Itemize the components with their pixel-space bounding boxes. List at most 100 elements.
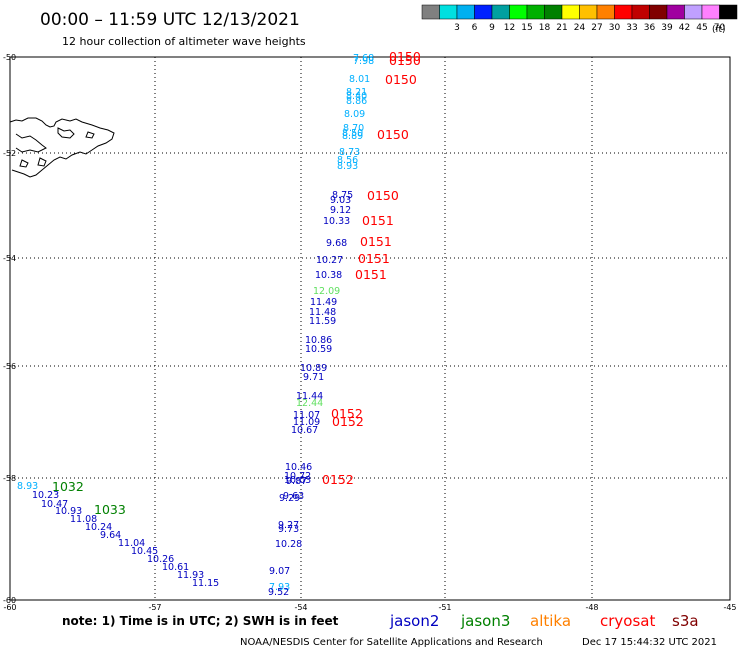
wave-height-label: 8.40 <box>346 91 367 102</box>
wave-height-label: 9.64 <box>100 530 121 541</box>
wave-height-label: 8.50 <box>342 128 363 139</box>
color-scale-unit: (ft) <box>712 25 726 35</box>
pass-time-label: 0152 <box>332 414 364 429</box>
wave-height-label: 11.48 <box>309 307 336 318</box>
wave-height-label: 10.61 <box>162 562 189 573</box>
pass-time-label: 0150 <box>389 49 421 64</box>
color-swatch <box>561 4 580 20</box>
map-gridlines <box>10 57 730 600</box>
wave-height-label: 10.28 <box>275 539 302 550</box>
wave-height-label: 7.68 <box>353 53 374 64</box>
color-scale-tick: 9 <box>489 23 495 33</box>
wave-height-label: 12.09 <box>313 286 340 297</box>
color-scale-tick: 21 <box>556 23 567 33</box>
wave-height-label: 9.12 <box>330 205 351 216</box>
longitude-label: -45 <box>723 603 736 612</box>
footer-credit: NOAA/NESDIS Center for Satellite Applica… <box>240 637 543 648</box>
color-swatch <box>474 4 493 20</box>
wave-height-label: 11.59 <box>309 316 336 327</box>
wave-height-label: 9.29 <box>279 493 300 504</box>
wave-height-label: 10.89 <box>300 363 327 374</box>
satellite-legend-item: altika <box>530 612 571 630</box>
color-swatch <box>614 4 633 20</box>
longitude-label: -51 <box>438 603 451 612</box>
wave-height-label: 10.03 <box>284 475 311 486</box>
pass-time-label: 1033 <box>94 502 126 517</box>
color-swatch <box>701 4 720 20</box>
wave-height-label: 8.93 <box>337 161 358 172</box>
color-scale-tick: 24 <box>574 23 586 33</box>
wave-height-label: 9.73 <box>278 524 299 535</box>
wave-height-label: 10.27 <box>316 255 343 266</box>
color-swatch <box>649 4 668 20</box>
color-swatch <box>719 4 738 20</box>
footer-note: note: 1) Time is in UTC; 2) SWH is in fe… <box>62 614 339 628</box>
wave-height-label: 11.04 <box>118 538 145 549</box>
color-scale-tick: 39 <box>661 23 673 33</box>
latitude-label: -54 <box>3 254 16 263</box>
falkland-islands-landmass <box>9 117 115 178</box>
wave-height-label: 10.46 <box>285 462 312 473</box>
color-swatch <box>491 4 510 20</box>
wave-height-label: 8.73 <box>339 147 360 158</box>
latitude-label: -58 <box>3 474 16 483</box>
pass-time-label: 0151 <box>355 267 387 282</box>
color-scale-tick: 30 <box>609 23 621 33</box>
color-swatch <box>579 4 598 20</box>
wave-height-label: 11.93 <box>177 570 204 581</box>
wave-height-label: 9.07 <box>269 566 290 577</box>
wave-height-label: 10.38 <box>315 270 342 281</box>
color-scale-tick: 36 <box>644 23 656 33</box>
color-swatch <box>596 4 615 20</box>
wave-height-label: 8.86 <box>346 96 367 107</box>
observation-labels: 7.687.98 8.01 8.218.408.86 8.09 8.708.508.89… <box>17 53 374 598</box>
satellite-legend-item: jason3 <box>460 612 510 630</box>
wave-height-label: 10.26 <box>147 554 174 565</box>
longitude-label: -57 <box>148 603 161 612</box>
wave-height-label: 8.21 <box>346 87 367 98</box>
color-swatch <box>666 4 685 20</box>
pass-time-label: 0150 <box>367 188 399 203</box>
color-swatch <box>509 4 528 20</box>
wave-height-label: 8.89 <box>342 131 363 142</box>
time-labels: 0150015001500150015001510151015101510152… <box>52 49 421 517</box>
wave-height-label: 11.09 <box>293 417 320 428</box>
wave-height-label: 7.98 <box>353 56 374 67</box>
longitude-label: -48 <box>585 603 598 612</box>
latitude-label: -56 <box>3 362 16 371</box>
wave-height-label: 9.27 <box>278 520 299 531</box>
longitude-label: -54 <box>294 603 307 612</box>
wave-height-label: 8.93 <box>17 481 38 492</box>
color-swatch <box>684 4 703 20</box>
wave-height-label: 9.63 <box>283 491 304 502</box>
latitude-label: -50 <box>3 53 16 62</box>
map-frame <box>9 56 731 601</box>
wave-height-label: 11.44 <box>296 391 323 402</box>
pass-time-label: 0151 <box>362 213 394 228</box>
pass-time-label: 0150 <box>377 127 409 142</box>
satellite-legend-item: cryosat <box>600 612 655 630</box>
wave-height-label: 8.09 <box>344 109 365 120</box>
color-swatch <box>439 4 458 20</box>
wave-height-label: 12.44 <box>296 398 323 409</box>
wave-height-label: 8.70 <box>343 123 364 134</box>
color-scale-tick: 70 <box>714 23 726 33</box>
wave-height-label: 10.86 <box>305 335 332 346</box>
color-swatch <box>456 4 475 20</box>
wave-height-label: 11.07 <box>293 410 320 421</box>
wave-height-label: 8.56 <box>337 155 358 166</box>
wave-height-label: 10.24 <box>85 522 112 533</box>
latitude-label: -60 <box>3 596 16 605</box>
satellite-legend-item: jason2 <box>389 612 439 630</box>
pass-time-label: 0151 <box>360 234 392 249</box>
wave-height-label: 9.87 <box>286 476 307 487</box>
pass-time-label: 0152 <box>322 472 354 487</box>
footer-timestamp: Dec 17 15:44:32 UTC 2021 <box>582 637 717 648</box>
color-scale-tick: 18 <box>539 23 551 33</box>
map-title: 00:00 – 11:59 UTC 12/13/2021 <box>40 10 300 30</box>
pass-time-label: 1032 <box>52 479 84 494</box>
wave-height-label: 10.93 <box>55 506 82 517</box>
color-swatch <box>631 4 650 20</box>
wave-height-label: 10.23 <box>32 490 59 501</box>
